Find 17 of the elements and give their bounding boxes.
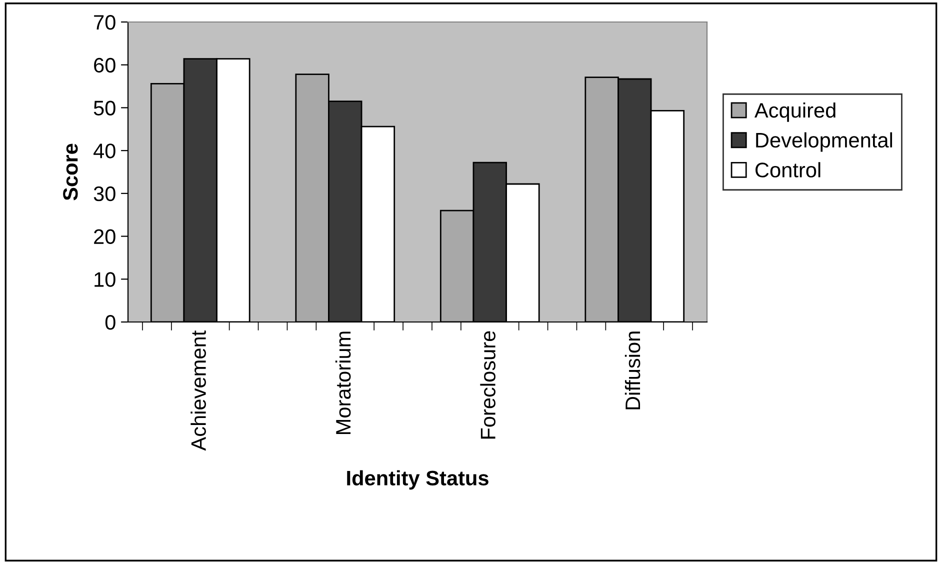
y-tick-label: 10 bbox=[94, 272, 116, 287]
legend-label: Acquired bbox=[754, 102, 836, 122]
y-tick-label: 40 bbox=[94, 144, 116, 158]
x-tick-label: Foreclosure bbox=[480, 331, 496, 439]
y-tick-label: 20 bbox=[94, 229, 116, 244]
x-tick-label: Achievement bbox=[190, 330, 206, 451]
y-axis-title: Score bbox=[63, 144, 78, 200]
y-tick-label: 0 bbox=[105, 315, 116, 330]
legend-label: Control bbox=[756, 162, 820, 178]
x-axis-title: Identity Status bbox=[347, 470, 488, 490]
y-tick-label: 30 bbox=[94, 186, 116, 202]
y-tick-label: 70 bbox=[94, 15, 116, 30]
y-tick-label: 50 bbox=[94, 100, 116, 116]
x-tick-label: Moratorium bbox=[335, 332, 351, 434]
y-tick-label: 60 bbox=[94, 58, 116, 73]
legend-label: Developmental bbox=[756, 132, 892, 152]
x-tick-label: Diffusion bbox=[624, 332, 640, 410]
